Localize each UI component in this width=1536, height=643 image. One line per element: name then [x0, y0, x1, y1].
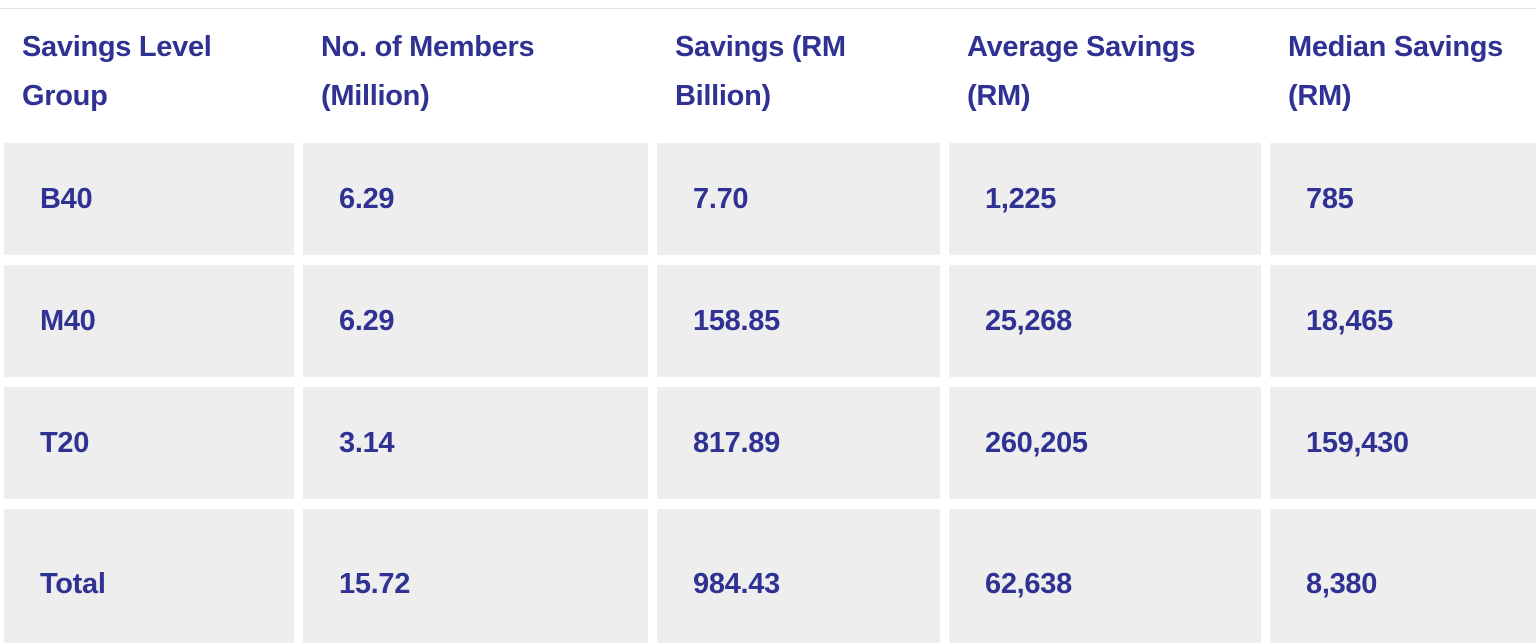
cell-total-average: 62,638 — [949, 509, 1261, 643]
savings-by-group-table: Savings Level Group No. of Members (Mill… — [0, 8, 1536, 643]
cell-m40-median: 18,465 — [1270, 265, 1536, 377]
cell-m40-members: 6.29 — [303, 265, 648, 377]
cell-total-median: 8,380 — [1270, 509, 1536, 643]
column-header-average-savings: Average Savings (RM) — [949, 9, 1261, 133]
column-header-savings-rm-billion: Savings (RM Billion) — [657, 9, 940, 133]
cell-t20-savings: 817.89 — [657, 387, 940, 499]
cell-t20-median: 159,430 — [1270, 387, 1536, 499]
cell-b40-median: 785 — [1270, 143, 1536, 255]
cell-b40-members: 6.29 — [303, 143, 648, 255]
column-header-savings-level-group: Savings Level Group — [4, 9, 294, 133]
cell-t20-group: T20 — [4, 387, 294, 499]
cell-b40-group: B40 — [4, 143, 294, 255]
cell-m40-average: 25,268 — [949, 265, 1261, 377]
cell-total-group: Total — [4, 509, 294, 643]
cell-t20-average: 260,205 — [949, 387, 1261, 499]
cell-m40-savings: 158.85 — [657, 265, 940, 377]
cell-t20-members: 3.14 — [303, 387, 648, 499]
cell-m40-group: M40 — [4, 265, 294, 377]
column-header-no-of-members: No. of Members (Million) — [303, 9, 648, 133]
cell-total-members: 15.72 — [303, 509, 648, 643]
cell-b40-average: 1,225 — [949, 143, 1261, 255]
column-header-median-savings: Median Savings (RM) — [1270, 9, 1536, 133]
cell-total-savings: 984.43 — [657, 509, 940, 643]
cell-b40-savings: 7.70 — [657, 143, 940, 255]
